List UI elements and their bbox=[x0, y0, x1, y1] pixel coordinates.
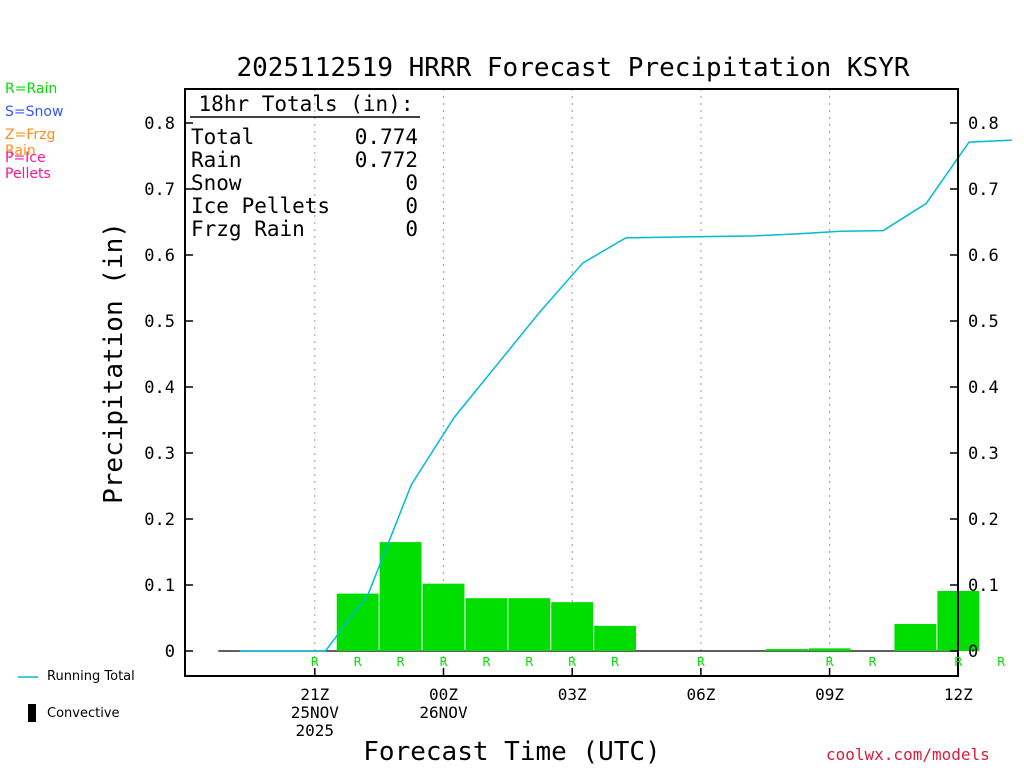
ptype-marker-4: R bbox=[396, 655, 404, 669]
totals-label-4: Frzg Rain bbox=[191, 217, 305, 241]
y-tick-label-left-6: 0.6 bbox=[144, 246, 175, 266]
running-total-legend-label: Running Total bbox=[47, 669, 135, 684]
ptype-marker-14: R bbox=[825, 655, 833, 669]
running-total-polyline bbox=[239, 139, 1012, 652]
rain-bar-14 bbox=[808, 648, 851, 651]
y-tick-label-right-0: 0 bbox=[968, 642, 978, 662]
ptype-marker-8: R bbox=[568, 655, 576, 669]
site-credit: coolwx.com/models bbox=[826, 745, 990, 764]
plot-border bbox=[184, 88, 959, 677]
running-total-line bbox=[239, 139, 1012, 652]
ptype-marker-15: R bbox=[868, 655, 876, 669]
ptype-marker-17: R bbox=[954, 655, 962, 669]
y-axis-label: Precipitation (in) bbox=[99, 222, 129, 504]
y-tick-label-right-5: 0.5 bbox=[968, 312, 999, 332]
ptype-marker-11: R bbox=[697, 655, 705, 669]
x-tick-label-2-0: 03Z bbox=[558, 685, 587, 704]
rain-bar-8 bbox=[551, 602, 594, 651]
y-tick-label-left-7: 0.7 bbox=[144, 180, 175, 200]
totals-value-4: 0 bbox=[405, 217, 418, 241]
totals-value-2: 0 bbox=[405, 171, 418, 195]
x-tick-label-1-1: 26NOV bbox=[419, 703, 468, 722]
rain-bar-13 bbox=[765, 649, 808, 651]
x-axis-label: Forecast Time (UTC) bbox=[363, 737, 660, 767]
y-axis-ticks: 0 00.1 0.10.2 0.20.3 0.30.4 0.40.5 0.50.6 0.60.… bbox=[144, 114, 998, 662]
x-tick-label-4-0: 09Z bbox=[815, 685, 844, 704]
y-tick-label-left-3: 0.3 bbox=[144, 444, 175, 464]
y-tick-label-left-1: 0.1 bbox=[144, 576, 175, 596]
convective-legend-label: Convective bbox=[47, 706, 120, 721]
totals-value-1: 0.772 bbox=[355, 148, 418, 172]
y-tick-label-left-0: 0 bbox=[165, 642, 175, 662]
rain-bar-6 bbox=[465, 598, 508, 651]
plot-frame bbox=[184, 88, 959, 677]
legend-ice-pellets: P=Ice Pellets bbox=[5, 150, 51, 182]
ptype-marker-2: R bbox=[311, 655, 319, 669]
y-tick-label-right-3: 0.3 bbox=[968, 444, 999, 464]
totals-header: 18hr Totals (in): bbox=[199, 92, 414, 116]
x-tick-label-0-2: 2025 bbox=[296, 721, 335, 740]
y-tick-label-left-5: 0.5 bbox=[144, 312, 175, 332]
x-tick-label-0-1: 25NOV bbox=[291, 703, 340, 722]
ptype-marker-3: R bbox=[354, 655, 362, 669]
ptype-marker-18: R bbox=[997, 655, 1005, 669]
convective-legend-swatch bbox=[28, 704, 36, 722]
legend-frzg-rain: Z=Frzg Rain bbox=[5, 127, 56, 159]
chart-title: 2025112519 HRRR Forecast Precipitation K… bbox=[236, 53, 909, 83]
totals-label-2: Snow bbox=[191, 171, 242, 195]
rain-bar-3 bbox=[336, 593, 379, 651]
x-tick-label-3-0: 06Z bbox=[686, 685, 715, 704]
y-tick-label-right-4: 0.4 bbox=[968, 378, 999, 398]
totals-label-3: Ice Pellets bbox=[191, 194, 330, 218]
totals-label-0: Total bbox=[191, 125, 254, 149]
rain-bar-9 bbox=[594, 625, 637, 651]
y-tick-label-right-1: 0.1 bbox=[968, 576, 999, 596]
ptype-marker-7: R bbox=[525, 655, 533, 669]
legend-rain: R=Rain bbox=[5, 81, 58, 97]
y-tick-label-left-4: 0.4 bbox=[144, 378, 175, 398]
x-tick-label-1-0: 00Z bbox=[429, 685, 458, 704]
legend-snow: S=Snow bbox=[5, 104, 64, 120]
y-tick-label-left-8: 0.8 bbox=[144, 114, 175, 134]
y-tick-label-right-2: 0.2 bbox=[968, 510, 999, 530]
rain-bar-5 bbox=[422, 583, 465, 651]
totals-value-3: 0 bbox=[405, 194, 418, 218]
rain-bar-4 bbox=[379, 542, 422, 651]
y-tick-label-left-2: 0.2 bbox=[144, 510, 175, 530]
x-tick-label-5-0: 12Z bbox=[944, 685, 973, 704]
totals-label-1: Rain bbox=[191, 148, 242, 172]
rain-bar-7 bbox=[508, 598, 551, 651]
totals-value-0: 0.774 bbox=[355, 125, 418, 149]
rain-bar-16 bbox=[894, 623, 937, 651]
totals-box: 18hr Totals (in): Total 0.774 Rain 0.772 Sno… bbox=[190, 92, 420, 241]
x-tick-label-0-0: 21Z bbox=[300, 685, 329, 704]
precip-type-markers: RRRRRRRRRRRRRR bbox=[311, 655, 1006, 669]
y-tick-label-right-7: 0.7 bbox=[968, 180, 999, 200]
y-tick-label-right-6: 0.6 bbox=[968, 246, 999, 266]
ptype-marker-5: R bbox=[439, 655, 447, 669]
rain-bars bbox=[218, 542, 980, 652]
ptype-marker-9: R bbox=[611, 655, 619, 669]
ptype-marker-6: R bbox=[482, 655, 490, 669]
y-tick-label-right-8: 0.8 bbox=[968, 114, 999, 134]
